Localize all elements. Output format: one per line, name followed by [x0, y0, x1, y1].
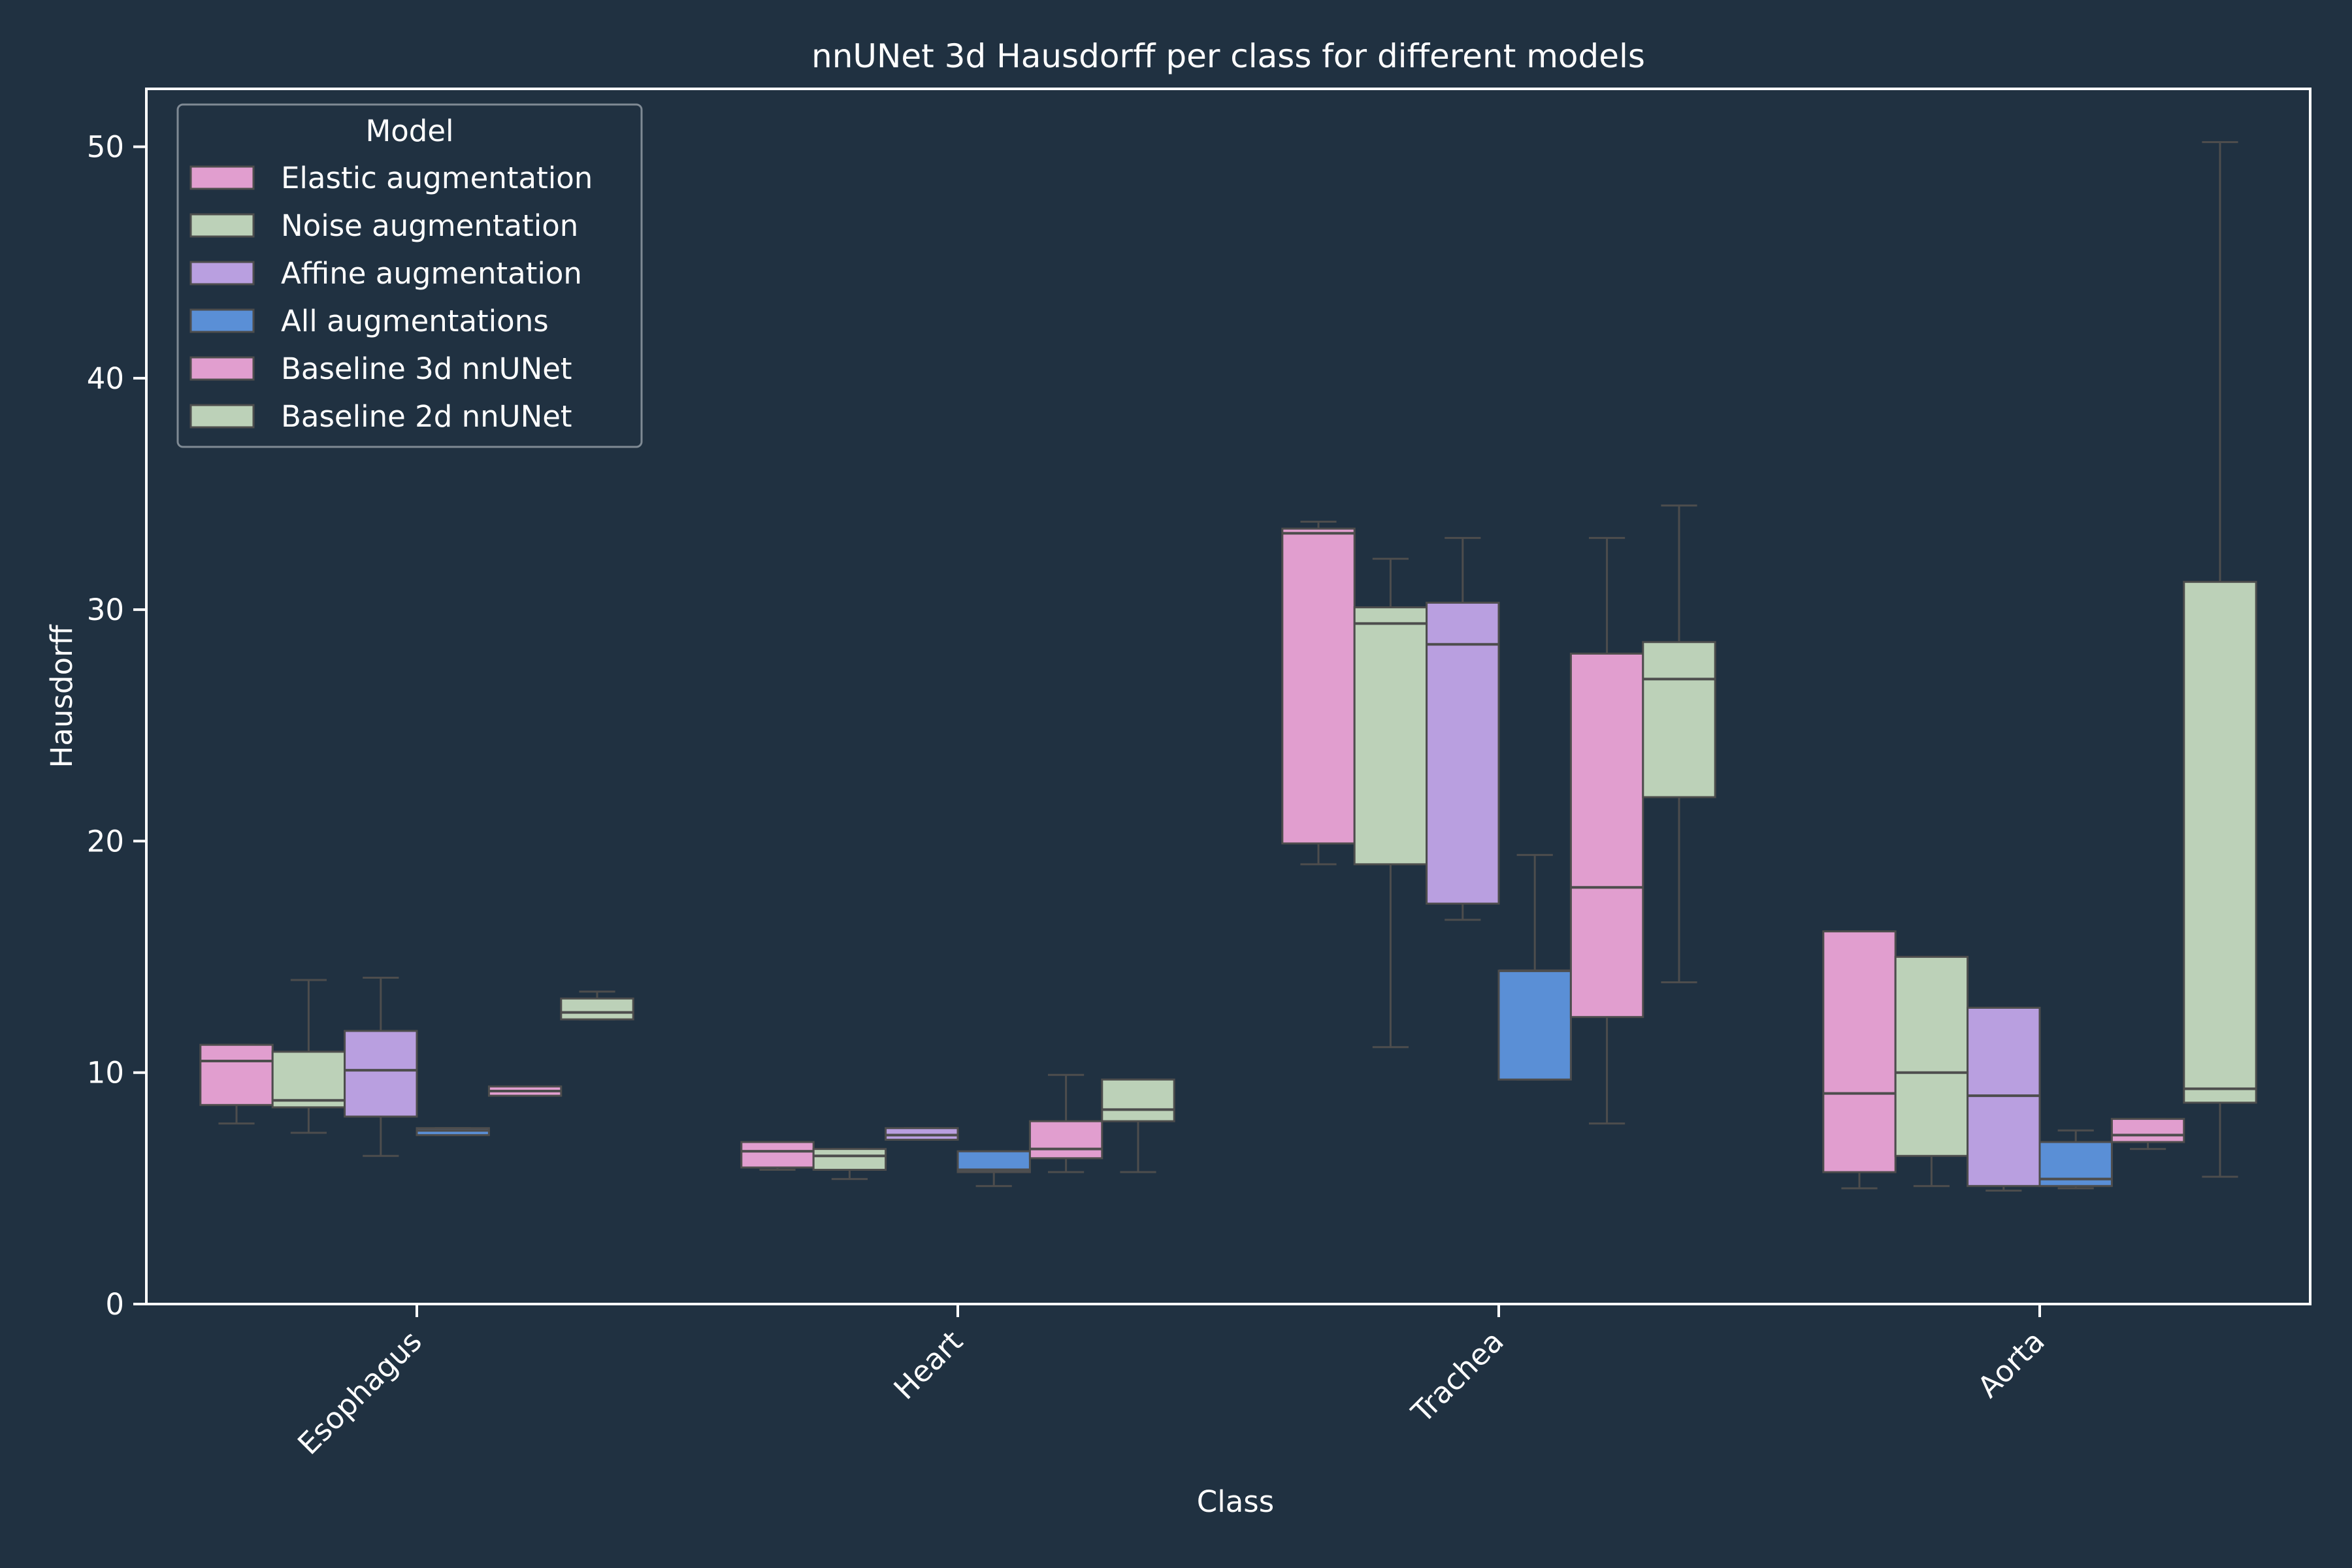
box-aorta-3 — [2038, 1129, 2113, 1190]
legend-swatch — [189, 213, 255, 238]
box-aorta-2 — [1967, 1007, 2041, 1192]
box-trachea-1 — [1353, 557, 1428, 1049]
y-tick-label: 40 — [87, 361, 124, 396]
legend-swatch — [189, 404, 255, 429]
box-body — [2110, 1118, 2185, 1143]
box-trachea-2 — [1426, 536, 1500, 921]
box-trachea-4 — [1569, 536, 1644, 1125]
box-trachea-5 — [1642, 504, 1716, 984]
box-trachea-0 — [1281, 521, 1356, 866]
box-aorta-0 — [1822, 930, 1897, 1190]
y-axis: 0 10 20 30 40 50 — [87, 130, 146, 1322]
box-body — [560, 997, 634, 1021]
y-tick-label: 30 — [87, 593, 124, 627]
box-aorta-5 — [2183, 140, 2257, 1178]
y-tick-label: 0 — [105, 1287, 124, 1322]
box-body — [199, 1043, 274, 1106]
box-heart-4 — [1028, 1073, 1103, 1173]
box-body — [271, 1051, 346, 1109]
box-esophagus-0 — [199, 1043, 274, 1125]
legend-label: All augmentations — [281, 304, 549, 338]
legend-swatch — [189, 261, 255, 286]
legend-swatch — [189, 308, 255, 333]
legend-swatch — [189, 356, 255, 381]
y-axis-label: Hausdorff — [44, 625, 79, 768]
legend: Model Elastic augmentation Noise augmenta… — [176, 103, 643, 448]
box-layer — [199, 140, 2257, 1192]
legend-label: Affine augmentation — [281, 256, 582, 291]
box-body — [1894, 956, 1969, 1157]
plot-area-frame — [145, 88, 2311, 1305]
chart-title: nnUNet 3d Hausdorff per class for differ… — [811, 37, 1645, 75]
box-esophagus-4 — [487, 1085, 563, 1097]
box-esophagus-5 — [560, 990, 634, 1021]
y-tick-label: 10 — [87, 1056, 124, 1090]
box-body — [1101, 1078, 1175, 1122]
box-body — [1281, 527, 1356, 845]
box-body — [812, 1148, 887, 1171]
box-body — [1642, 641, 1716, 798]
x-axis-label: Class — [1197, 1484, 1274, 1519]
box-heart-5 — [1101, 1078, 1175, 1173]
box-body — [740, 1141, 815, 1169]
legend-label: Elastic augmentation — [281, 161, 593, 195]
legend-title: Model — [365, 114, 453, 148]
box-trachea-3 — [1497, 854, 1572, 1081]
legend-swatch — [189, 165, 255, 190]
box-body — [344, 1030, 418, 1118]
box-body — [2183, 581, 2257, 1104]
y-tick-label: 50 — [87, 130, 124, 165]
box-body — [1497, 970, 1572, 1081]
box-esophagus-3 — [416, 1127, 490, 1136]
legend-label: Baseline 3d nnUNet — [281, 351, 572, 386]
box-aorta-1 — [1894, 956, 1969, 1187]
box-body — [1426, 602, 1500, 905]
box-heart-2 — [885, 1127, 959, 1141]
box-aorta-4 — [2110, 1118, 2185, 1151]
legend-label: Noise augmentation — [281, 208, 578, 243]
box-heart-1 — [812, 1148, 887, 1181]
legend-label: Baseline 2d nnUNet — [281, 399, 572, 434]
box-body — [1822, 930, 1897, 1173]
y-tick-label: 20 — [87, 824, 124, 858]
box-body — [1353, 606, 1428, 866]
box-heart-3 — [956, 1150, 1031, 1187]
legend-frame — [176, 103, 643, 448]
box-body — [1028, 1120, 1103, 1160]
box-heart-0 — [740, 1141, 815, 1171]
box-body — [1569, 652, 1644, 1019]
box-esophagus-2 — [344, 976, 418, 1157]
